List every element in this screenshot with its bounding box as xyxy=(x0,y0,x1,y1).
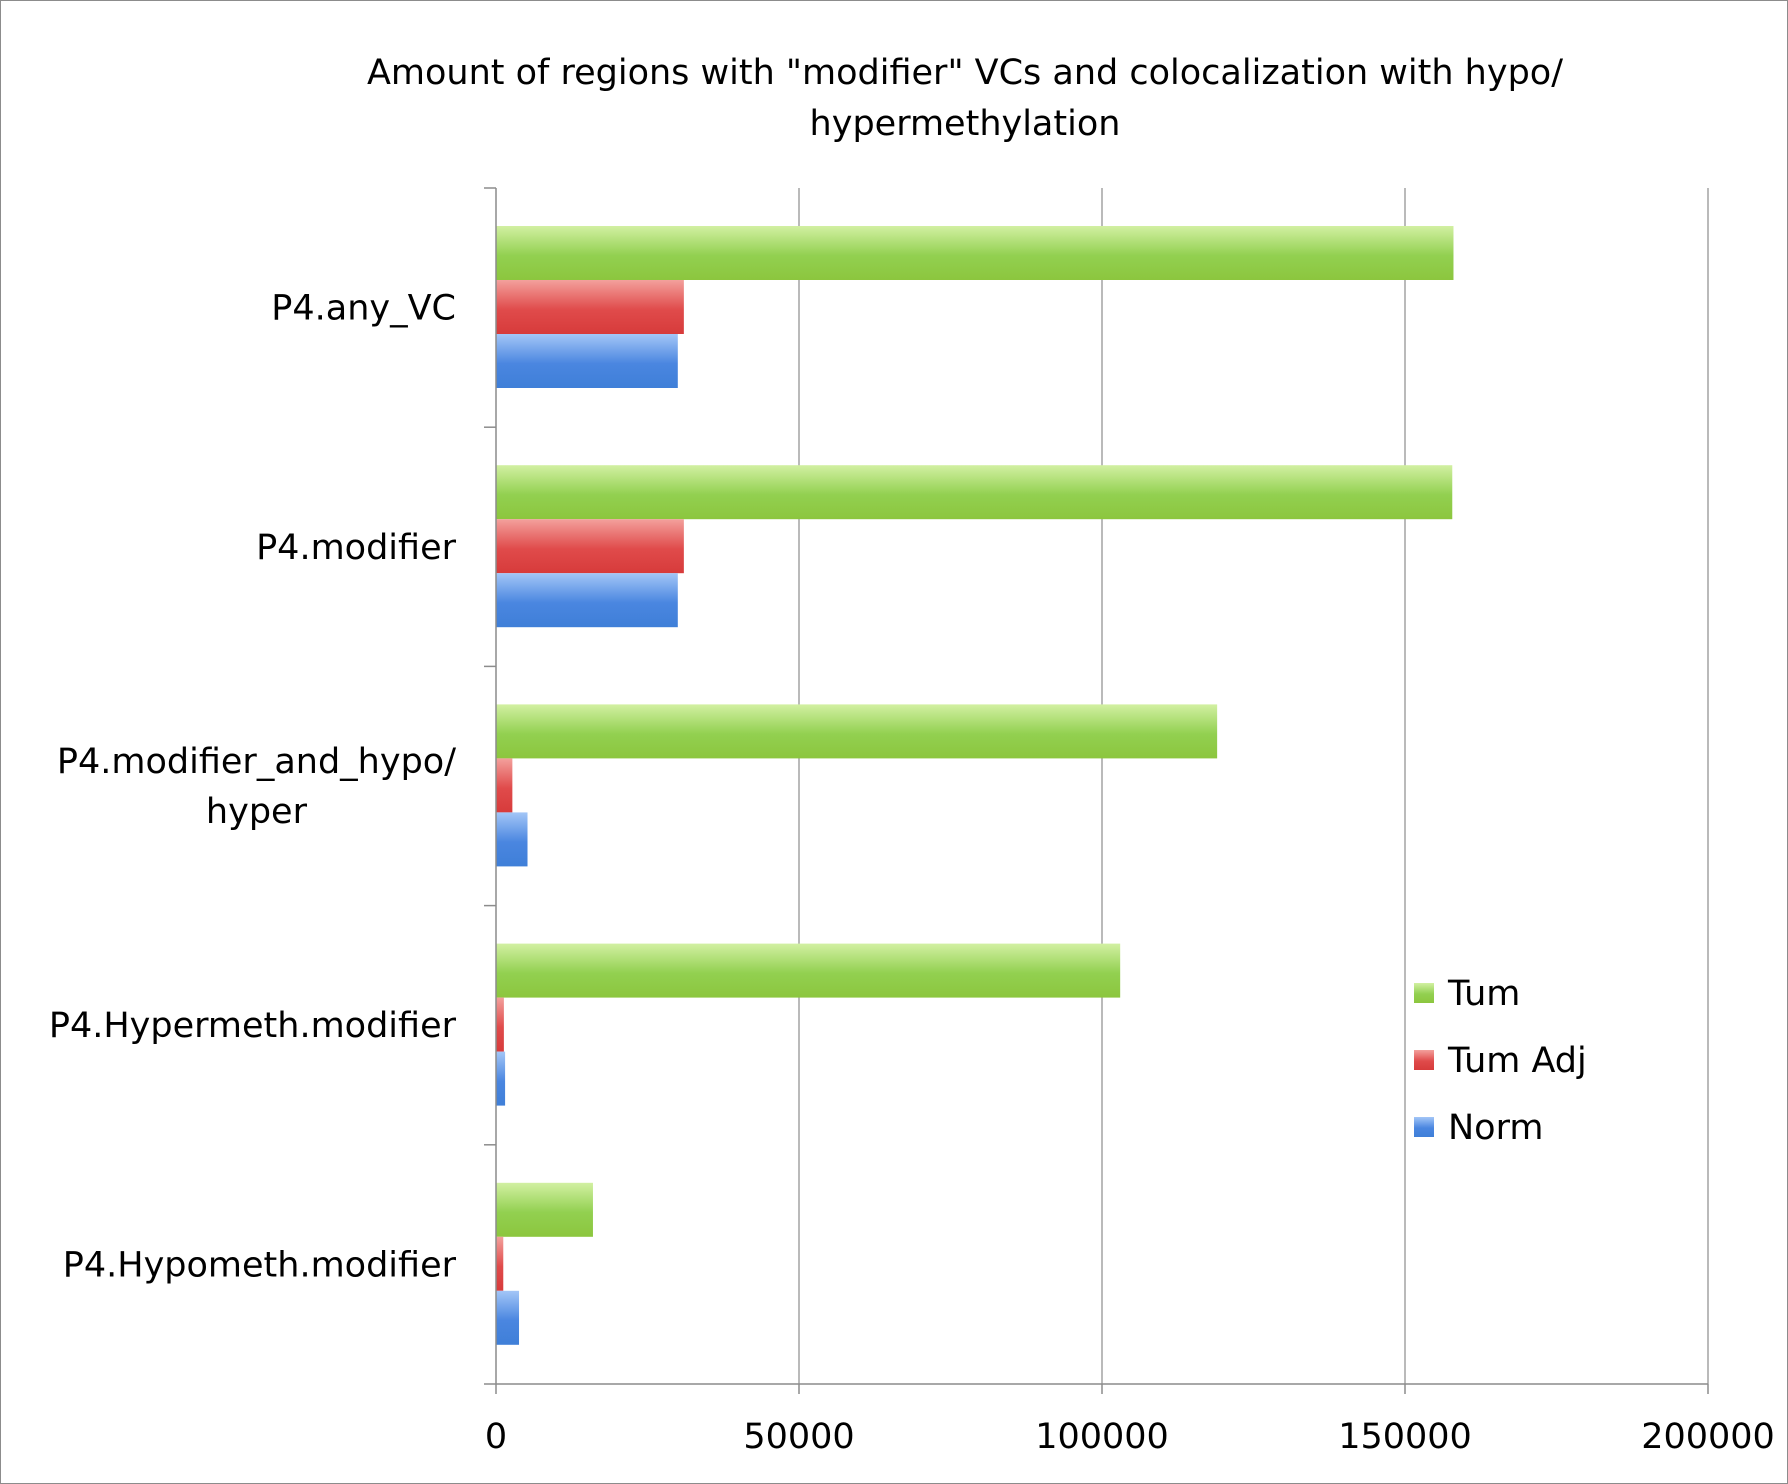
category-label: P4.Hypermeth.modifier xyxy=(49,1006,457,1046)
category-label: hyper xyxy=(206,792,308,832)
x-tick-labels: 0 50000 100000 150000 200000 xyxy=(485,1417,1775,1457)
bar-norm-1 xyxy=(496,573,678,628)
legend-swatch-tum-adj xyxy=(1414,1050,1434,1070)
x-tick-label: 100000 xyxy=(1035,1417,1169,1457)
bar-norm-0 xyxy=(496,334,678,388)
bar-tum-adj-2 xyxy=(496,758,513,813)
bar-tum-adj-3 xyxy=(496,997,504,1052)
legend-label: Tum Adj xyxy=(1447,1041,1587,1081)
chart-title-line-2: hypermethylation xyxy=(810,104,1121,144)
x-tick-label: 50000 xyxy=(743,1417,854,1457)
category-label: P4.modifier_and_hypo/ xyxy=(57,742,456,782)
legend: Tum Tum Adj Norm xyxy=(1414,974,1587,1148)
axes xyxy=(484,187,1709,1394)
bar-tum-4 xyxy=(496,1182,593,1237)
category-label: P4.modifier xyxy=(256,528,457,568)
legend-swatch-tum xyxy=(1414,983,1434,1003)
bar-norm-3 xyxy=(496,1051,506,1106)
legend-swatch-norm xyxy=(1414,1117,1434,1137)
bar-tum-adj-4 xyxy=(496,1236,504,1291)
bar-tum-adj-1 xyxy=(496,519,684,574)
bars xyxy=(496,226,1454,1345)
bar-tum-3 xyxy=(496,943,1121,998)
x-tick-label: 150000 xyxy=(1338,1417,1472,1457)
bar-norm-2 xyxy=(496,812,528,867)
legend-label: Tum xyxy=(1447,974,1520,1014)
gridlines xyxy=(798,188,1709,1384)
bar-tum-1 xyxy=(496,465,1453,520)
x-tick-label: 0 xyxy=(485,1417,507,1457)
x-tick-label: 200000 xyxy=(1641,1417,1775,1457)
category-labels: P4.any_VC P4.modifier P4.modifier_and_hypo… xyxy=(49,289,457,1286)
bar-norm-4 xyxy=(496,1290,520,1345)
bar-tum-2 xyxy=(496,704,1218,759)
bar-tum-0 xyxy=(496,226,1454,280)
category-label: P4.Hypometh.modifier xyxy=(63,1245,457,1285)
chart-title-line-1: Amount of regions with "modifier" VCs an… xyxy=(367,53,1563,93)
bar-tum-adj-0 xyxy=(496,280,684,334)
legend-label: Norm xyxy=(1448,1108,1543,1148)
category-label: P4.any_VC xyxy=(271,289,456,329)
chart-title: Amount of regions with "modifier" VCs an… xyxy=(367,53,1563,144)
